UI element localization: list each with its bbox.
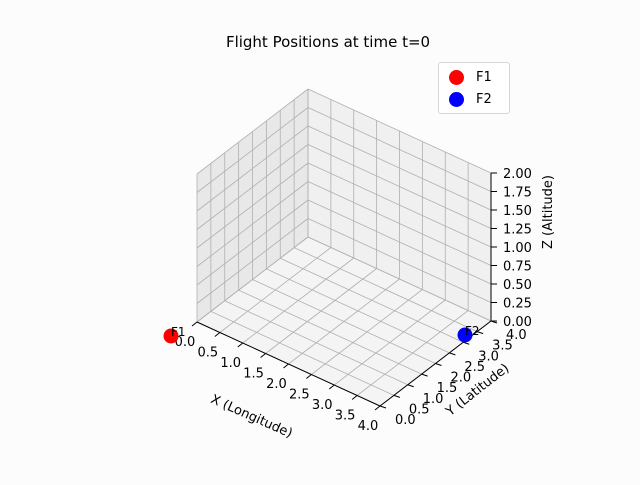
y-tick-label: 3.0 (478, 349, 499, 364)
y-tick-label: 3.5 (492, 339, 513, 354)
x-tick-label: 1.0 (220, 356, 241, 371)
legend: F1 F2 (438, 62, 510, 114)
chart-title: Flight Positions at time t=0 (225, 33, 431, 51)
grid-back-z (307, 181, 492, 266)
x-tick-mark (283, 363, 289, 369)
x-tick-mark (374, 405, 381, 411)
grid-floor-y (266, 268, 450, 354)
grid-back-z (307, 236, 492, 322)
y-tick-label: 2.0 (451, 371, 472, 386)
x-tick-mark (214, 332, 221, 337)
y-tick-mark (476, 331, 484, 335)
x-tick-label: 3.5 (335, 409, 356, 424)
x-tick-mark (260, 353, 266, 358)
grid-left-z (196, 181, 309, 267)
data-point-f2 (457, 327, 473, 343)
grid-back-z (307, 162, 492, 248)
grid-floor-y (238, 289, 422, 375)
z-tick-label: 0.50 (503, 278, 532, 293)
z-tick-label: 1.75 (503, 186, 532, 201)
grid-left-z (196, 107, 309, 193)
legend-marker-f1 (449, 69, 464, 85)
grid-back-z (307, 107, 492, 192)
x-axis-title: X (Longitude) (208, 392, 294, 441)
legend-label-f1: F1 (476, 69, 492, 85)
x-tick-label: 0.5 (198, 346, 219, 361)
grid-back-z (307, 218, 492, 303)
x-tick-label: 4.0 (358, 419, 379, 434)
y-tick-label: 0.0 (395, 413, 416, 428)
y-tick-mark (435, 363, 442, 366)
z-axis-title: Z (Altitude) (541, 175, 556, 249)
grid-floor-y (280, 257, 464, 343)
grid-floor-y (293, 247, 478, 332)
x-tick-mark (237, 342, 244, 348)
grid-floor-y (224, 300, 408, 386)
y-tick-mark (393, 394, 401, 398)
z-tick-label: 1.25 (503, 223, 532, 238)
y-tick-mark (421, 373, 428, 377)
y-tick-mark (449, 352, 456, 356)
legend-marker-f2 (449, 91, 464, 107)
data-point-f1 (163, 328, 179, 344)
grid-left-z (196, 144, 309, 230)
y-tick-label: 1.5 (437, 381, 458, 396)
z-tick-label: 0.00 (503, 315, 532, 330)
z-tick-label: 0.75 (503, 260, 532, 275)
x-tick-label: 2.5 (289, 388, 310, 403)
z-tick-label: 1.00 (503, 241, 532, 256)
x-tick-label: 3.0 (312, 398, 333, 413)
z-tick-label: 2.00 (503, 167, 532, 182)
point-label-f2: F2 (465, 324, 480, 338)
z-tick-label: 0.25 (503, 297, 532, 312)
legend-label-f2: F2 (476, 91, 492, 107)
x-tick-label: 2.0 (266, 377, 287, 392)
y-tick-mark (407, 384, 414, 388)
y-tick-mark (463, 341, 470, 345)
grid-left-z (196, 88, 309, 175)
grid-left-z (196, 199, 309, 286)
grid-back-z (307, 88, 492, 174)
y-tick-label: 2.5 (464, 360, 485, 375)
x-tick-label: 1.5 (243, 367, 264, 382)
x-tick-mark (191, 321, 198, 327)
x-tick-label: 0.0 (175, 335, 196, 350)
y-tick-label: 0.5 (409, 402, 430, 417)
y-tick-label: 1.0 (423, 392, 444, 407)
grid-left-z (196, 218, 309, 304)
grid-left-z (196, 162, 309, 249)
grid-left-z (196, 125, 309, 212)
legend-item-f1: F1 (449, 67, 492, 87)
grid-floor-y (210, 311, 395, 396)
point-label-f1: F1 (171, 325, 186, 339)
x-tick-mark (306, 374, 312, 379)
z-tick-label: 1.50 (503, 204, 532, 219)
grid-back-z (307, 199, 492, 285)
grid-back-z (307, 125, 492, 211)
legend-item-f2: F2 (449, 89, 492, 109)
grid-floor-y (252, 279, 436, 364)
grid-back-z (307, 144, 492, 229)
y-tick-mark (379, 405, 387, 409)
grid-left-z (196, 236, 309, 323)
x-tick-mark (328, 384, 335, 390)
y-tick-label: 4.0 (506, 328, 527, 343)
x-tick-mark (351, 395, 358, 400)
